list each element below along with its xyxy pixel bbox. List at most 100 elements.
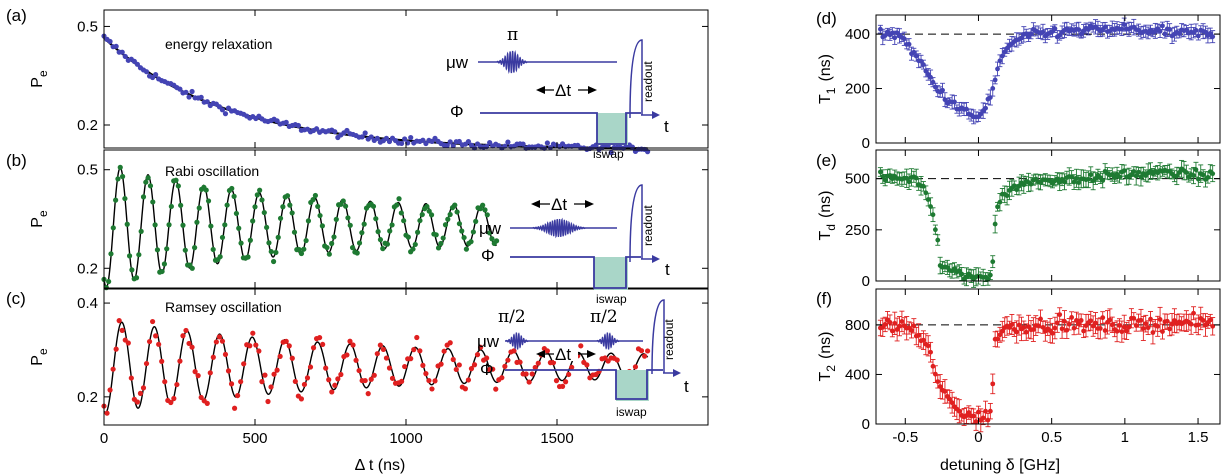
data-point [214,339,219,344]
data-point [114,44,119,49]
pulse-waveform [533,219,585,237]
data-point [1189,322,1194,327]
data-point [241,361,246,366]
pulse-pi-a [497,51,527,73]
data-point [566,372,571,377]
data-point [387,228,392,233]
annotation-a: energy relaxation [165,36,272,52]
data-point [284,339,289,344]
data-point [389,222,394,227]
data-point [1201,318,1206,323]
y-axis-label: Pe [29,70,50,88]
data-point [381,347,386,352]
y-tick-label: 0.4 [77,295,98,312]
data-point [633,364,638,369]
data-point [153,72,158,77]
data-point [378,343,383,348]
y-axis-label-main: P [29,77,46,88]
data-point [900,319,905,324]
data-point [115,176,120,181]
data-point [275,368,280,373]
data-point [225,202,230,207]
data-point [909,328,914,333]
pulse-schematic-a: μw π Φ t readout iswap Δt [446,25,669,161]
data-point [223,352,228,357]
data-point [1160,329,1165,334]
y-axis-label: Pe [29,348,50,366]
data-point [448,340,453,345]
y-tick-label: 0.5 [77,162,98,179]
data-point [888,320,893,325]
data-point [323,366,328,371]
data-point [1136,170,1141,175]
data-point [150,199,155,204]
data-point [921,62,926,67]
data-point [293,379,298,384]
xlabel-f: detuning δ [GHz] [940,457,1060,474]
data-point [399,210,404,215]
y-tick-label: 250 [845,222,870,239]
data-point [459,228,464,233]
t-label-a: t [664,117,669,136]
data-point [1201,172,1206,177]
data-point [144,361,149,366]
data-point [218,254,223,259]
data-point [1053,326,1058,331]
y-axis-label-sub: 1 [824,87,838,94]
data-point [1069,175,1074,180]
data-point [197,205,202,210]
data-point [995,204,1000,209]
data-point [931,364,936,369]
data-point [545,140,550,145]
pulse-waveform [497,51,527,73]
data-point [107,39,112,44]
data-point [259,379,264,384]
data-point [234,211,239,216]
data-point [208,370,213,375]
data-point [511,348,516,353]
data-point [250,218,255,223]
data-point [995,337,1000,342]
data-point [457,362,462,367]
x-tick-label: 1 [1121,429,1129,446]
y-axis-label-main: T [817,231,834,241]
data-point [461,235,466,240]
x-tick-label: 1500 [540,430,573,447]
data-point [933,227,938,232]
data-point [396,196,401,201]
pulse-waveform [506,333,528,349]
data-point [304,238,309,243]
panel-label-b: (b) [6,151,27,170]
dt-arrowhead-right-a [588,86,597,94]
data-point [176,183,181,188]
data-point [494,238,499,243]
data-point [527,379,532,384]
data-point [362,222,367,227]
data-point [226,368,231,373]
data-point [935,379,940,384]
data-point [536,361,541,366]
data-point [222,222,227,227]
data-point [443,222,448,227]
flux-label-b: Φ [481,246,495,265]
data-point [442,349,447,354]
data-point [1196,177,1201,182]
y-tick-label: 0.2 [77,260,98,277]
data-point [317,335,322,340]
data-point [372,373,377,378]
data-point [156,342,161,347]
data-point [296,123,301,128]
data-point [931,80,936,85]
y-tick-label: 0 [862,135,870,152]
data-point [1029,31,1034,36]
data-point [1131,169,1136,174]
data-point [326,377,331,382]
data-point [480,203,485,208]
data-point [341,198,346,203]
data-point [248,238,253,243]
data-point [545,348,550,353]
y-axis-label-main: T [817,94,834,104]
pulse-pi2-right-c [597,333,619,349]
data-point [136,252,141,257]
data-point [338,372,343,377]
